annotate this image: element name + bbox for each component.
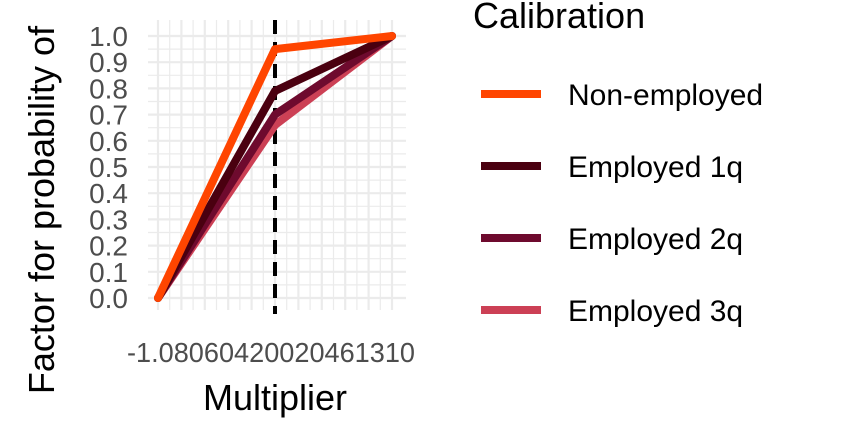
y-axis-ticks: 0.00.10.20.30.40.50.60.70.80.91.0 <box>89 21 128 314</box>
y-tick-label: 0.4 <box>89 178 128 209</box>
x-tick-labels: -1.08060420020461310 <box>127 337 415 368</box>
x-axis-title: Multiplier <box>203 377 347 418</box>
y-tick-label: 0.5 <box>89 152 128 183</box>
legend-label-employed-3q: Employed 3q <box>568 295 743 328</box>
legend-label-non-employed: Non-employed <box>568 79 763 112</box>
legend-label-employed-2q: Employed 2q <box>568 223 743 256</box>
series-line-non-employed <box>154 32 396 302</box>
legend-label-employed-1q: Employed 1q <box>568 151 743 184</box>
legend: Non-employed Employed 1q Employed 2q Employ… <box>481 79 763 328</box>
y-tick-label: 0.1 <box>89 257 128 288</box>
y-tick-label: 0.9 <box>89 47 128 78</box>
series-line-employed-1q <box>154 32 396 302</box>
y-axis-title: Factor for probability of <box>21 25 62 394</box>
y-tick-label: 0.2 <box>89 231 128 262</box>
legend-title: Calibration <box>473 0 645 36</box>
y-tick-label: 1.0 <box>89 21 128 52</box>
y-tick-label: 0.8 <box>89 73 128 104</box>
y-tick-label: 0.3 <box>89 204 128 235</box>
y-tick-label: 0.7 <box>89 100 128 131</box>
y-tick-label: 0.6 <box>89 126 128 157</box>
y-tick-label: 0.0 <box>89 283 128 314</box>
series-group <box>154 32 396 302</box>
